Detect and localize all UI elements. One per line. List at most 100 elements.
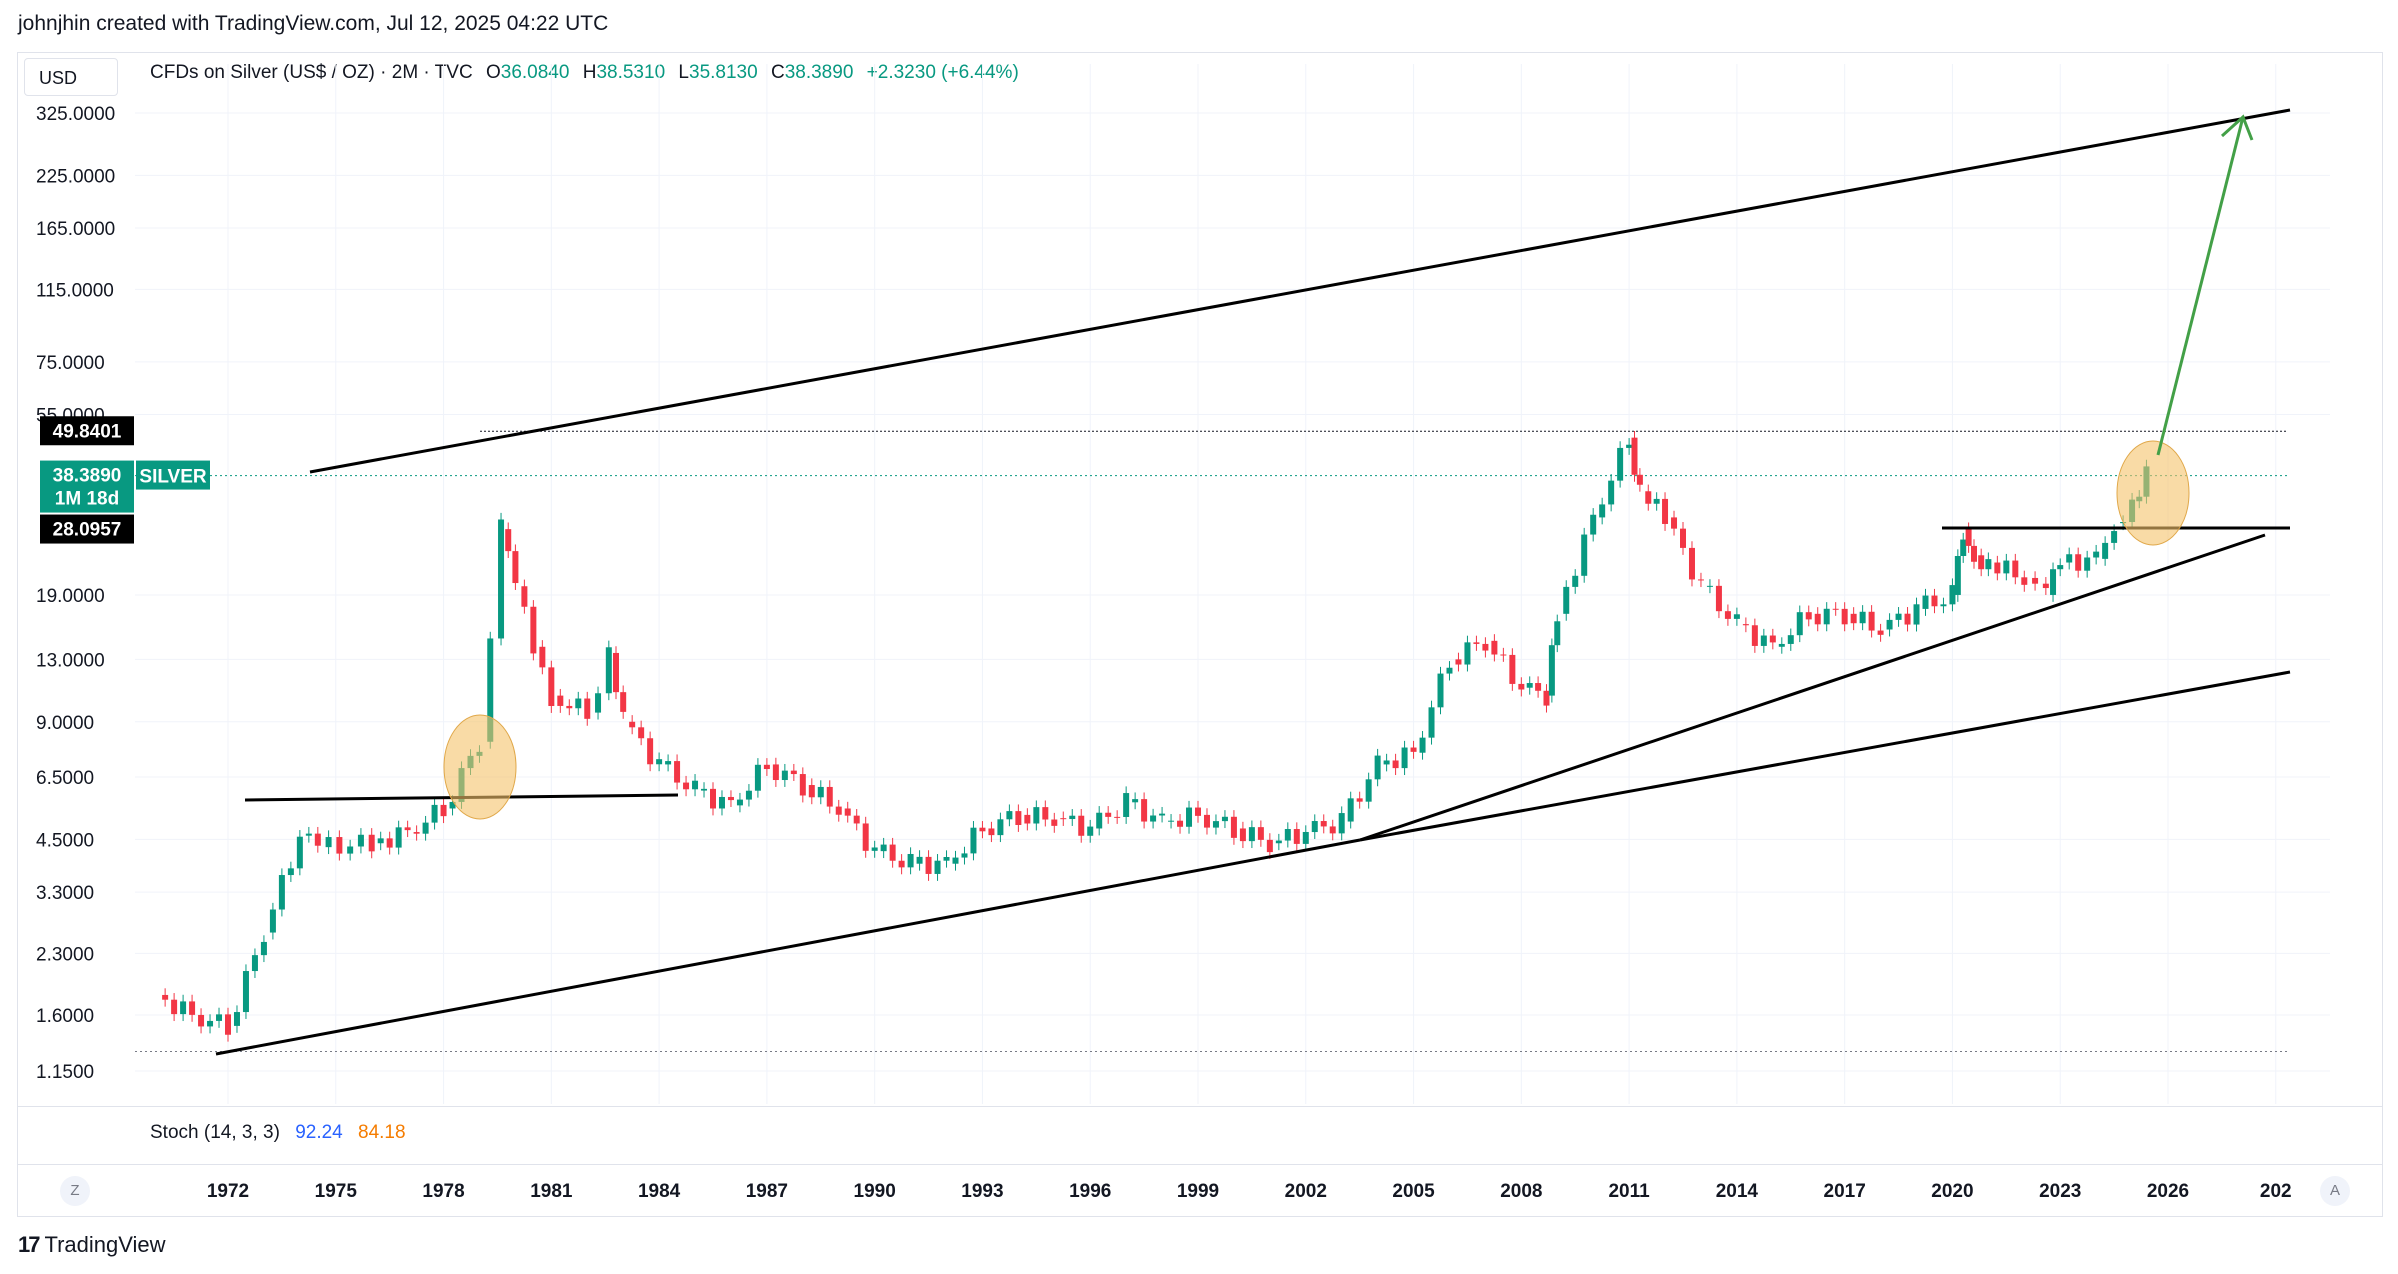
candle-body bbox=[1760, 635, 1767, 646]
candle-body bbox=[880, 844, 887, 852]
candle-body bbox=[386, 838, 393, 848]
time-tick-label: 1975 bbox=[315, 1181, 358, 1202]
trendline-drawings bbox=[215, 108, 2291, 1056]
candle-body bbox=[595, 693, 602, 713]
candle-body bbox=[521, 586, 528, 607]
candle-body bbox=[296, 836, 303, 869]
candle-body bbox=[1832, 608, 1839, 610]
candle-body bbox=[925, 856, 932, 874]
candle-body bbox=[2084, 557, 2091, 571]
candle-body bbox=[934, 860, 941, 874]
candle-body bbox=[1123, 793, 1130, 817]
support-price-badge-bg bbox=[40, 514, 134, 544]
currency-button[interactable]: USD bbox=[24, 58, 118, 96]
price-tick-label: 115.0000 bbox=[36, 280, 114, 301]
candle-body bbox=[1617, 447, 1624, 481]
candle-body bbox=[1680, 528, 1686, 548]
candle-body bbox=[1877, 630, 1884, 635]
candle-body bbox=[1636, 474, 1643, 485]
candle-body bbox=[225, 1014, 231, 1035]
candle-body bbox=[1024, 814, 1031, 824]
candle-body bbox=[1913, 604, 1920, 625]
candle-body bbox=[620, 692, 627, 712]
candle-body bbox=[1159, 813, 1166, 816]
candle-body bbox=[1994, 562, 2001, 574]
candle-body bbox=[1688, 547, 1695, 580]
candle-body bbox=[198, 1014, 205, 1027]
candle-body bbox=[1985, 559, 1992, 570]
candle-body bbox=[1302, 831, 1309, 844]
candle-body bbox=[1904, 613, 1911, 625]
resistance-price-badge-bg bbox=[40, 416, 134, 446]
candle-body bbox=[1141, 799, 1148, 822]
candle-body bbox=[2042, 583, 2049, 589]
symbol-badge-text: SILVER bbox=[139, 467, 206, 488]
candle-body bbox=[1338, 813, 1345, 834]
tradingview-logo-icon: 17 bbox=[18, 1232, 41, 1257]
candle-body bbox=[1965, 529, 1972, 546]
candle-body bbox=[1526, 683, 1533, 688]
candle-body bbox=[1042, 807, 1049, 820]
candle-body bbox=[566, 705, 573, 709]
candle-body bbox=[629, 721, 636, 728]
candle-body bbox=[1257, 827, 1264, 840]
candle-body bbox=[1033, 807, 1040, 824]
candle-body bbox=[674, 761, 681, 783]
change-value: +2.3230 (+6.44%) bbox=[866, 62, 1019, 83]
candle-body bbox=[1787, 635, 1794, 644]
candle-body bbox=[171, 999, 178, 1015]
candle-body bbox=[605, 647, 612, 694]
support-price-badge: 28.0957 bbox=[40, 514, 134, 544]
stochastic-d-value: 84.18 bbox=[358, 1122, 406, 1143]
candle-body bbox=[336, 837, 343, 854]
candle-body bbox=[1931, 595, 1938, 607]
candle-body bbox=[1706, 585, 1713, 587]
candle-body bbox=[1006, 811, 1013, 820]
candle-body bbox=[656, 759, 663, 765]
zoom-button[interactable]: Z bbox=[60, 1176, 90, 1206]
candle-body bbox=[1949, 585, 1956, 605]
tradingview-logo[interactable]: 17 TradingView bbox=[18, 1232, 166, 1258]
candle-body bbox=[440, 804, 447, 817]
chart-credit: johnjhin created with TradingView.com, J… bbox=[18, 12, 609, 35]
price-tick-label: 13.0000 bbox=[36, 650, 105, 671]
candle-body bbox=[2066, 554, 2073, 563]
candle-body bbox=[1491, 640, 1498, 655]
candle-body bbox=[745, 790, 752, 800]
candle-body bbox=[1805, 612, 1812, 620]
resistance-price-badge-text: 49.8401 bbox=[53, 421, 122, 442]
candle-body bbox=[970, 827, 977, 854]
candle-body bbox=[1859, 611, 1866, 624]
price-tick-label: 325.0000 bbox=[36, 104, 115, 125]
candle-body bbox=[1796, 612, 1803, 636]
candle-body bbox=[835, 806, 842, 815]
time-tick-label: 1984 bbox=[638, 1181, 681, 1202]
symbol-legend[interactable]: CFDs on Silver (US$ / OZ) · 2M · TVC O36… bbox=[150, 62, 1019, 84]
price-tick-label: 75.0000 bbox=[36, 353, 105, 374]
candle-body bbox=[1410, 747, 1417, 752]
stochastic-legend[interactable]: Stoch (14, 3, 3) 92.24 84.18 bbox=[150, 1122, 406, 1144]
candle-body bbox=[1543, 690, 1550, 706]
symbol-badge-bg bbox=[136, 460, 210, 490]
candle-body bbox=[1015, 811, 1022, 825]
candle-body bbox=[1428, 707, 1435, 738]
candle-body bbox=[1599, 504, 1606, 518]
candle-body bbox=[1195, 807, 1201, 816]
candle-body bbox=[1437, 673, 1444, 708]
candle-body bbox=[2075, 554, 2082, 571]
auto-scale-button[interactable]: A bbox=[2320, 1176, 2350, 1206]
candle-body bbox=[2003, 560, 2010, 574]
time-tick-label: 1999 bbox=[1177, 1181, 1219, 1202]
candle-body bbox=[1401, 747, 1408, 769]
pane-separator[interactable] bbox=[17, 1106, 2383, 1107]
candle-body bbox=[1239, 828, 1246, 842]
candle-body bbox=[1590, 514, 1597, 535]
candle-body bbox=[2021, 577, 2028, 585]
price-tick-label: 165.0000 bbox=[36, 219, 115, 240]
candle-body bbox=[1868, 611, 1875, 631]
candle-body bbox=[325, 837, 332, 848]
candle-body bbox=[242, 971, 249, 1013]
